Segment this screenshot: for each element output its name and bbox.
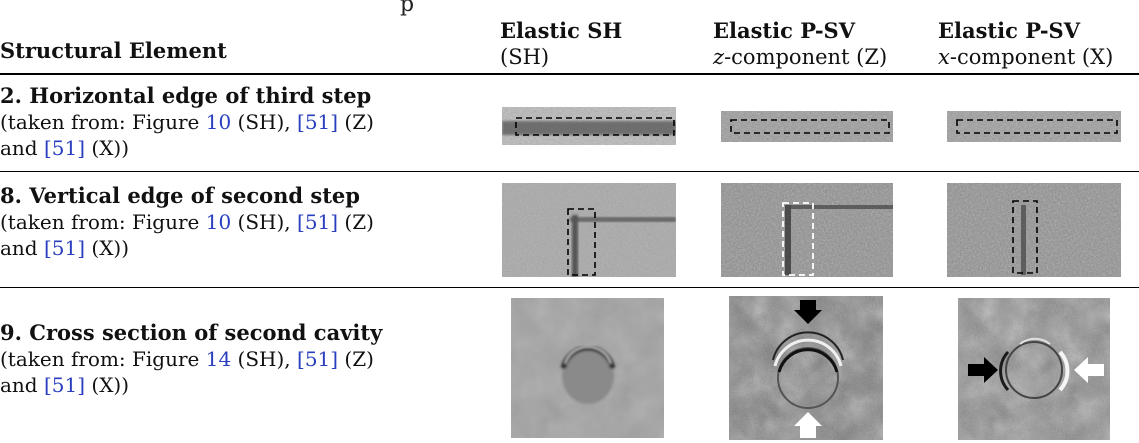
arrow-right-icon — [968, 357, 998, 383]
citation-link[interactable]: [51] — [43, 136, 86, 160]
row-rule-2 — [0, 287, 1139, 288]
panel-row9-x — [958, 298, 1110, 440]
panel-row9-z — [729, 296, 883, 440]
citation-link[interactable]: [51] — [297, 347, 339, 371]
panel-row2-x — [947, 111, 1121, 142]
citation-link[interactable]: [51] — [43, 373, 86, 397]
arrow-up-icon — [794, 412, 822, 438]
header-structural-element: Structural Element — [0, 38, 227, 63]
figure-link[interactable]: 10 — [205, 110, 232, 134]
panel-row8-sh — [502, 183, 676, 277]
row-label-9: 9. Cross section of second cavity (taken… — [0, 320, 383, 397]
panel-row8-z — [721, 183, 893, 277]
row-rule-1 — [0, 171, 1139, 172]
citation-link[interactable]: [51] — [43, 236, 86, 260]
header-elastic-sh: Elastic SH (SH) — [500, 18, 623, 69]
header-elastic-psv-z: Elastic P-SV z-component (Z) — [713, 18, 888, 69]
arrow-left-icon — [1074, 357, 1104, 383]
panel-row8-x — [947, 183, 1121, 277]
figure-link[interactable]: 14 — [205, 347, 232, 371]
panel-row9-sh — [511, 298, 664, 438]
row-label-8: 8. Vertical edge of second step (taken f… — [0, 183, 374, 260]
header-elastic-psv-x: Elastic P-SV x-component (X) — [938, 18, 1114, 69]
panel-row2-z — [721, 111, 893, 142]
citation-link[interactable]: [51] — [297, 210, 339, 234]
header-rule — [0, 73, 1139, 75]
citation-link[interactable]: [51] — [297, 110, 339, 134]
figure-link[interactable]: 10 — [205, 210, 232, 234]
panel-row2-sh — [502, 107, 676, 145]
row-label-2: 2. Horizontal edge of third step (taken … — [0, 83, 374, 160]
arrow-down-icon — [794, 300, 822, 324]
